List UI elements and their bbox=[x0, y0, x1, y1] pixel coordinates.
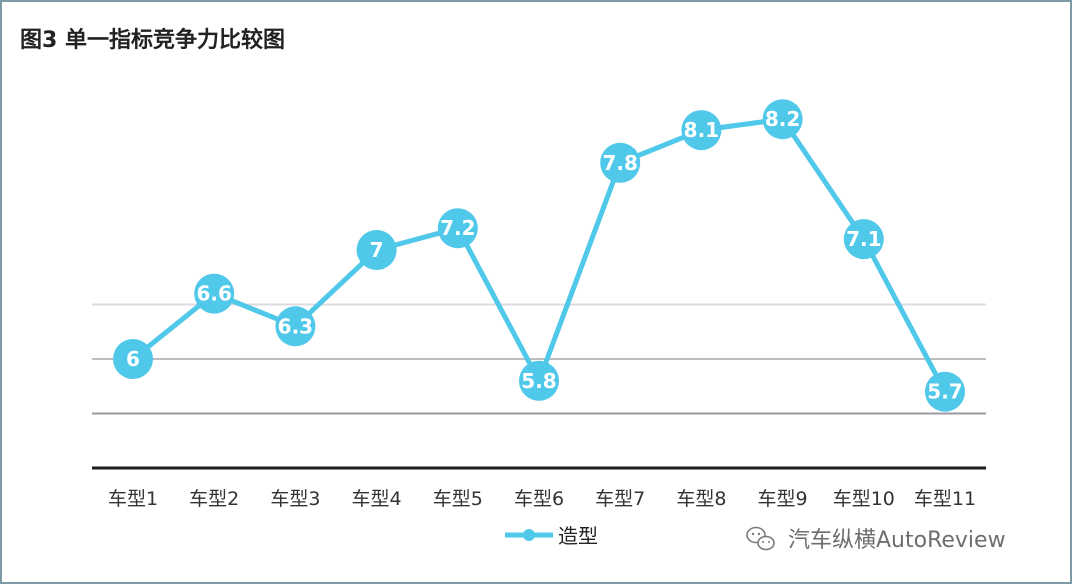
data-label: 8.2 bbox=[765, 107, 800, 131]
data-point: 6.3 bbox=[275, 306, 316, 347]
data-point: 6 bbox=[113, 339, 153, 379]
data-point: 7.2 bbox=[437, 208, 478, 249]
chart-title: 图3 单一指标竞争力比较图 bbox=[20, 28, 285, 53]
series-line-造型 bbox=[131, 116, 948, 393]
data-points: 6 6.6 6.3 7 7.2 5.8 7.8 8.1 8.2 7.1 5.7 bbox=[113, 99, 965, 412]
data-point-marker bbox=[275, 306, 316, 347]
x-tick-label: 车型6 bbox=[514, 488, 564, 510]
data-point-marker bbox=[925, 371, 965, 412]
data-point: 5.8 bbox=[519, 360, 559, 401]
data-point: 7.8 bbox=[600, 142, 641, 183]
data-label: 7.2 bbox=[440, 216, 475, 240]
x-tick-label: 车型9 bbox=[758, 488, 808, 510]
data-label: 7.8 bbox=[602, 151, 637, 175]
legend: 造型 bbox=[505, 524, 598, 548]
data-label: 7 bbox=[370, 238, 384, 262]
data-label: 8.1 bbox=[684, 118, 719, 142]
data-point: 8.2 bbox=[762, 99, 803, 140]
x-tick-label: 车型4 bbox=[352, 488, 402, 510]
x-tick-label: 车型1 bbox=[108, 488, 158, 510]
data-point-marker bbox=[356, 230, 397, 270]
data-point: 8.1 bbox=[681, 110, 722, 151]
x-tick-label: 车型5 bbox=[433, 488, 483, 510]
data-label: 5.8 bbox=[521, 369, 556, 393]
data-point: 6.6 bbox=[194, 273, 235, 314]
data-label: 6.3 bbox=[278, 314, 313, 338]
data-point-marker bbox=[762, 99, 803, 140]
data-point-marker bbox=[843, 219, 884, 260]
data-point-marker bbox=[519, 360, 559, 401]
data-point: 7 bbox=[356, 230, 397, 270]
x-tick-label: 车型2 bbox=[189, 488, 239, 510]
data-point-marker bbox=[194, 273, 235, 314]
legend-marker-swatch bbox=[523, 529, 535, 541]
data-label: 6 bbox=[126, 347, 140, 371]
x-tick-label: 车型3 bbox=[270, 488, 320, 510]
data-point: 7.1 bbox=[843, 219, 884, 260]
wechat-icon bbox=[746, 526, 775, 551]
data-point-marker bbox=[113, 339, 153, 379]
data-point-marker bbox=[437, 208, 478, 249]
data-point-marker bbox=[681, 110, 722, 151]
data-label: 6.6 bbox=[196, 282, 231, 306]
data-label: 5.7 bbox=[927, 380, 962, 404]
x-tick-labels: 车型1 车型2 车型3 车型4 车型5 车型6 车型7 车型8 车型9 车型10 车型11 bbox=[108, 488, 976, 510]
data-point-marker bbox=[600, 142, 641, 183]
watermark-text: 汽车纵横AutoReview bbox=[788, 528, 1006, 553]
data-label: 7.1 bbox=[846, 227, 881, 251]
x-tick-label: 车型7 bbox=[595, 488, 645, 510]
data-point: 5.7 bbox=[925, 371, 965, 412]
x-tick-label: 车型10 bbox=[833, 488, 895, 510]
x-tick-label: 车型8 bbox=[676, 488, 726, 510]
x-tick-label: 车型11 bbox=[914, 488, 976, 510]
legend-label: 造型 bbox=[558, 524, 598, 548]
watermark: 汽车纵横AutoReview bbox=[746, 526, 1006, 553]
